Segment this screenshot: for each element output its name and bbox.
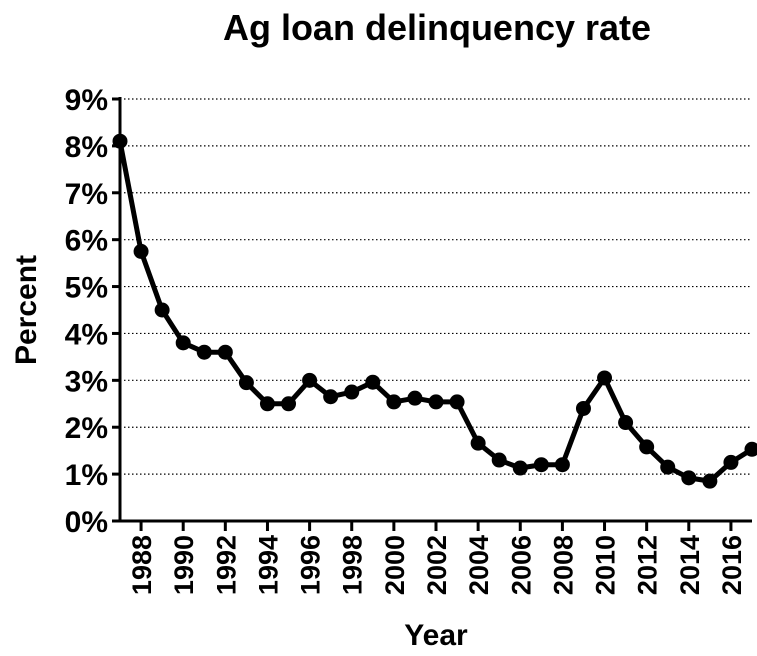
- x-tick-label: 1996: [296, 535, 326, 595]
- x-tick-label: 2004: [464, 535, 494, 595]
- data-point: [407, 390, 423, 406]
- data-point: [575, 400, 591, 416]
- data-point: [154, 302, 170, 318]
- y-tick-label: 4%: [65, 318, 108, 351]
- x-tick-label: 1998: [338, 535, 368, 595]
- y-tick-label: 7%: [65, 178, 108, 211]
- data-point: [323, 389, 339, 405]
- data-point: [533, 457, 549, 473]
- data-point: [112, 133, 128, 149]
- data-point: [217, 344, 233, 360]
- x-tick-label: 2008: [548, 535, 578, 595]
- data-point: [681, 470, 697, 486]
- data-point: [449, 394, 465, 410]
- data-point: [302, 372, 318, 388]
- y-tick-label: 6%: [65, 225, 108, 258]
- x-tick-label: 2014: [675, 535, 705, 595]
- data-point: [428, 394, 444, 410]
- x-tick-label: 2006: [506, 535, 536, 595]
- x-tick-label: 1990: [169, 535, 199, 595]
- data-point: [554, 457, 570, 473]
- data-point: [702, 473, 718, 489]
- data-point: [133, 243, 149, 259]
- data-point: [238, 375, 254, 391]
- data-point: [491, 452, 507, 468]
- data-point: [512, 460, 528, 476]
- data-point: [639, 439, 655, 455]
- data-point: [175, 335, 191, 351]
- y-tick-label: 0%: [65, 506, 108, 539]
- x-tick-label: 2016: [717, 535, 747, 595]
- y-tick-label: 5%: [65, 272, 108, 305]
- data-point: [744, 441, 757, 457]
- y-tick-label: 8%: [65, 131, 108, 164]
- x-axis-label: Year: [404, 619, 468, 652]
- data-point: [470, 435, 486, 451]
- y-tick-label: 1%: [65, 459, 108, 492]
- data-point: [259, 396, 275, 412]
- x-tick-label: 2012: [633, 535, 663, 595]
- y-tick-label: 3%: [65, 365, 108, 398]
- x-tick-label: 2000: [380, 535, 410, 595]
- data-point: [281, 396, 297, 412]
- data-point: [386, 394, 402, 410]
- x-tick-label: 2010: [591, 535, 621, 595]
- chart-title: Ag loan delinquency rate: [223, 7, 651, 48]
- y-axis-label: Percent: [10, 255, 43, 365]
- x-tick-label: 1994: [253, 535, 283, 595]
- data-point: [196, 344, 212, 360]
- data-point: [344, 384, 360, 400]
- x-tick-label: 1992: [211, 535, 241, 595]
- data-point: [618, 415, 634, 431]
- y-tick-label: 2%: [65, 412, 108, 445]
- data-point: [660, 459, 676, 475]
- x-tick-label: 2002: [422, 535, 452, 595]
- data-point: [723, 454, 739, 470]
- x-tick-label: 1988: [127, 535, 157, 595]
- data-point: [597, 370, 613, 386]
- data-point: [365, 374, 381, 390]
- y-tick-label: 9%: [65, 84, 108, 117]
